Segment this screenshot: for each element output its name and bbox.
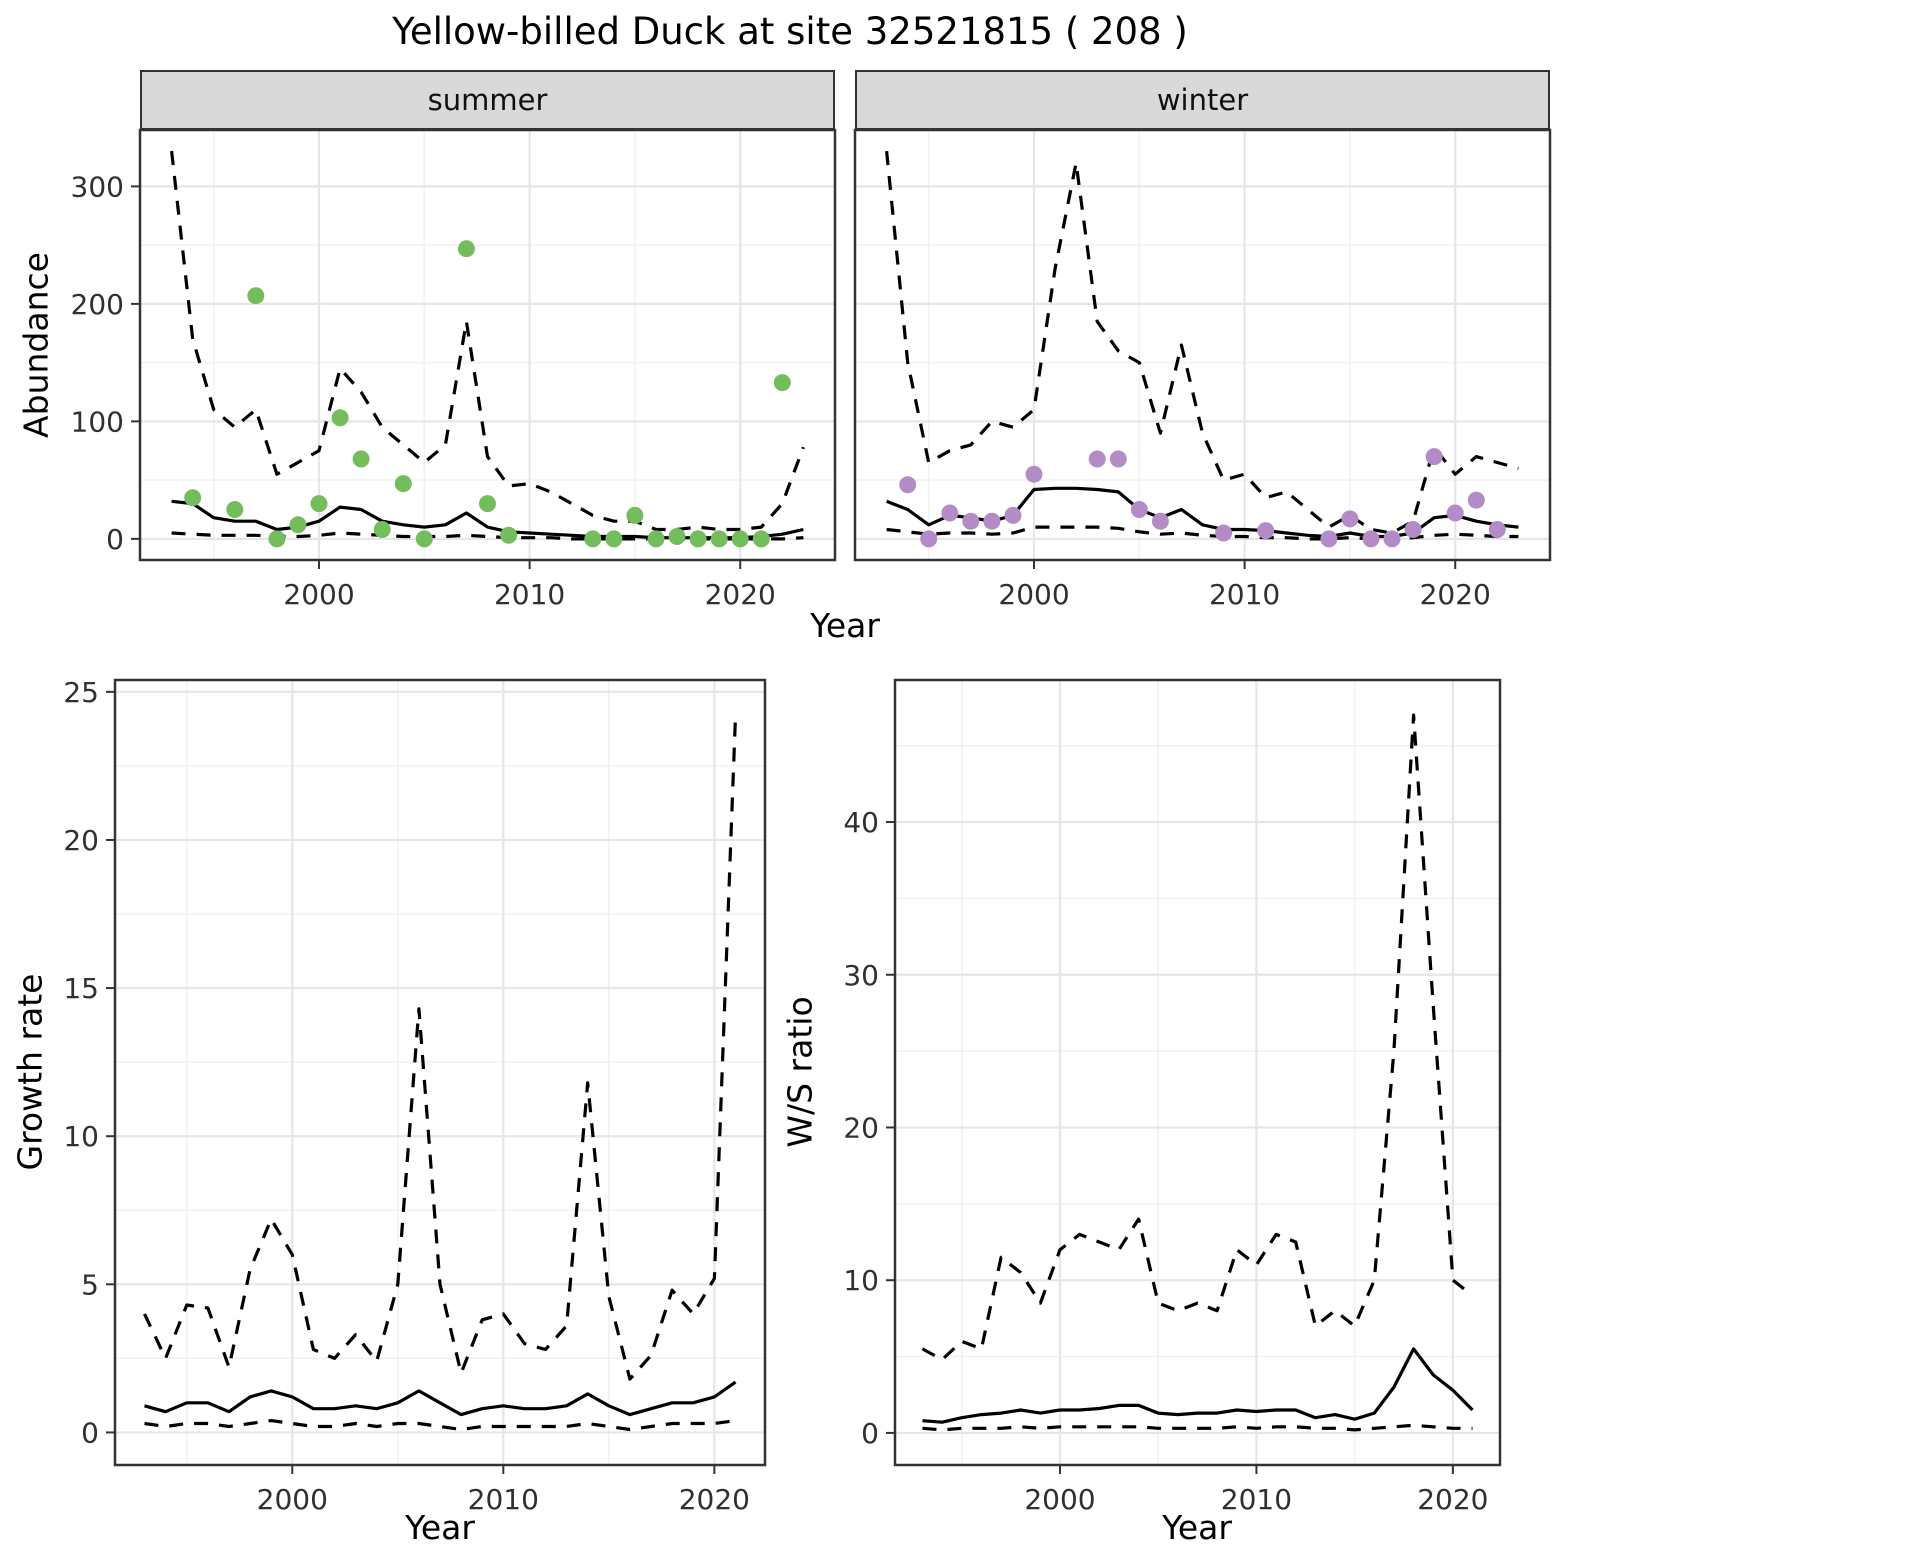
svg-text:200: 200: [71, 288, 124, 321]
svg-text:30: 30: [843, 959, 879, 992]
svg-text:0: 0: [106, 523, 124, 556]
winter-abundance-plot: 2000 2010 2020: [853, 128, 1552, 611]
facet-strip-winter: winter: [855, 70, 1550, 130]
svg-text:20: 20: [843, 1111, 879, 1144]
svg-text:10: 10: [843, 1264, 879, 1297]
svg-text:2010: 2010: [468, 1483, 539, 1516]
figure-title: Yellow-billed Duck at site 32521815 ( 20…: [392, 10, 1188, 53]
summer-abundance-plot: 2000 2010 2020 0 100 200 300: [71, 128, 837, 611]
svg-text:0: 0: [81, 1416, 99, 1449]
growth-rate-plot: 2000 2010 2020 0 5 10 15 20 25: [63, 676, 767, 1516]
svg-text:40: 40: [843, 806, 879, 839]
svg-text:10: 10: [63, 1120, 99, 1153]
svg-text:2010: 2010: [1221, 1483, 1292, 1516]
svg-text:25: 25: [63, 676, 99, 709]
facet-strip-summer-label: summer: [427, 83, 548, 117]
svg-text:2020: 2020: [705, 578, 776, 611]
svg-text:300: 300: [71, 170, 124, 203]
svg-text:2010: 2010: [1209, 578, 1280, 611]
svg-text:2020: 2020: [1417, 1483, 1488, 1516]
svg-text:5: 5: [81, 1268, 99, 1301]
svg-text:15: 15: [63, 972, 99, 1005]
growth-year-axis-title: Year: [405, 1508, 475, 1547]
svg-text:2020: 2020: [1420, 578, 1491, 611]
svg-text:0: 0: [861, 1417, 879, 1450]
svg-text:2020: 2020: [679, 1483, 750, 1516]
facet-strip-winter-label: winter: [1156, 83, 1249, 117]
top-year-axis-title: Year: [810, 606, 880, 645]
abundance-axis-title: Abundance: [16, 252, 56, 438]
svg-text:2010: 2010: [494, 578, 565, 611]
ws-ratio-plot: 2000 2010 2020 0 10 20 30 40: [843, 678, 1502, 1516]
facet-strip-summer: summer: [140, 70, 835, 130]
ws-ratio-axis-title: W/S ratio: [780, 996, 820, 1148]
svg-text:2000: 2000: [283, 578, 354, 611]
svg-text:2000: 2000: [1024, 1483, 1095, 1516]
svg-text:2000: 2000: [998, 578, 1069, 611]
svg-text:2000: 2000: [257, 1483, 328, 1516]
svg-text:20: 20: [63, 824, 99, 857]
ws-year-axis-title: Year: [1162, 1508, 1232, 1547]
svg-text:100: 100: [71, 405, 124, 438]
